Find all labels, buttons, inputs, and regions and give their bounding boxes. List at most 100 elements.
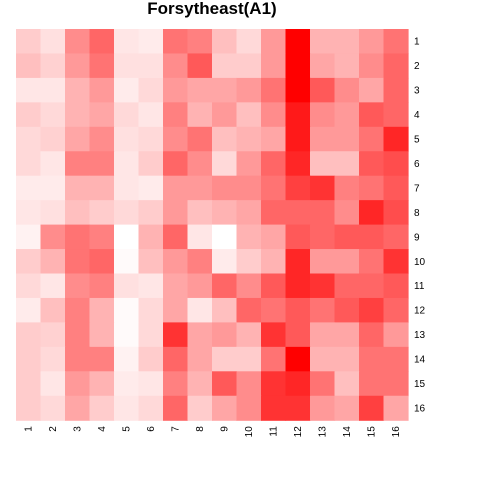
heatmap-cell [383,29,409,55]
heatmap-cell [187,77,213,103]
heatmap-cell [163,371,189,397]
heatmap-cell [89,175,115,201]
heatmap-cell [114,77,140,103]
heatmap-cell [236,249,262,275]
heatmap-cell [310,175,336,201]
heatmap-cell [359,126,385,152]
x-tick-label: 2 [48,426,59,432]
heatmap-cell [65,249,91,275]
x-tick-label: 16 [391,426,402,438]
heatmap-cell [383,151,409,177]
heatmap-cell [334,53,360,79]
x-tick-labels: 1 2 3 4 5 6 7 8 9 10 11 12 13 14 15 16 [24,426,403,438]
heatmap-cell [261,102,287,128]
heatmap-cell [187,224,213,250]
heatmap-cell [261,29,287,55]
heatmap-cell [261,322,287,348]
heatmap-cell [40,249,66,275]
heatmap-cell [236,224,262,250]
heatmap-cell [285,224,311,250]
heatmap-cell [89,395,115,421]
heatmap-cell [310,126,336,152]
heatmap-cell [16,29,42,55]
heatmap-cell [383,53,409,79]
heatmap-cell [212,151,238,177]
heatmap-cell [114,53,140,79]
heatmap-cell [187,200,213,226]
heatmap-cell [114,175,140,201]
heatmap-cell [163,175,189,201]
heatmap-cell [65,200,91,226]
heatmap-cell [65,77,91,103]
heatmap-cell [359,77,385,103]
heatmap-cell [40,29,66,55]
x-tick-label: 14 [342,426,353,438]
heatmap-cell [261,224,287,250]
y-tick-label: 9 [414,232,420,243]
heatmap-cell [89,200,115,226]
heatmap-cell [65,224,91,250]
heatmap-cell [40,102,66,128]
y-tick-label: 16 [414,403,426,414]
heatmap-cell [236,273,262,299]
heatmap-cell [285,395,311,421]
heatmap-cell [16,297,42,323]
x-tick-label: 6 [146,426,157,432]
heatmap-cell [89,273,115,299]
heatmap-cell [16,249,42,275]
heatmap-cell [285,371,311,397]
heatmap-cell [40,371,66,397]
heatmap-cell [114,371,140,397]
heatmap-cell [334,175,360,201]
x-tick-label: 10 [244,426,255,438]
y-tick-label: 4 [414,110,420,121]
heatmap-cell [187,126,213,152]
heatmap-cell [114,102,140,128]
heatmap-cell [163,322,189,348]
y-tick-label: 14 [414,355,426,366]
heatmap-cell [114,297,140,323]
heatmap-cell [285,200,311,226]
heatmap-cell [65,395,91,421]
heatmap-cell [163,346,189,372]
heatmap-cell [138,102,164,128]
heatmap-cell [236,322,262,348]
heatmap-cell [236,151,262,177]
y-tick-label: 1 [414,37,420,48]
heatmap-cell [89,126,115,152]
heatmap-cell [212,395,238,421]
heatmap-cell [212,224,238,250]
heatmap-cell [261,77,287,103]
y-tick-label: 10 [414,257,426,268]
y-tick-label: 12 [414,306,426,317]
heatmap-cell [236,77,262,103]
heatmap-cell [383,249,409,275]
heatmap-cell [40,273,66,299]
heatmap-cell [187,297,213,323]
heatmap-cell [212,126,238,152]
heatmap-cell [89,322,115,348]
heatmap-cell [138,322,164,348]
heatmap-cell [89,102,115,128]
heatmap-cell [310,273,336,299]
heatmap-cell [212,77,238,103]
heatmap-cell [40,126,66,152]
heatmap-cell [212,297,238,323]
heatmap-cell [138,200,164,226]
heatmap-cell [40,53,66,79]
heatmap-cell [261,371,287,397]
heatmap-cell [236,53,262,79]
heatmap-cell [187,175,213,201]
heatmap-cell [138,395,164,421]
heatmap-cell [89,297,115,323]
heatmap-cell [261,346,287,372]
x-tick-label: 15 [367,426,378,438]
heatmap-cell [359,249,385,275]
heatmap-cell [40,77,66,103]
heatmap-cell [16,395,42,421]
y-tick-label: 5 [414,135,420,146]
heatmap-cell [163,77,189,103]
heatmap-cell [187,29,213,55]
heatmap-cell [310,77,336,103]
heatmap-cell [187,53,213,79]
